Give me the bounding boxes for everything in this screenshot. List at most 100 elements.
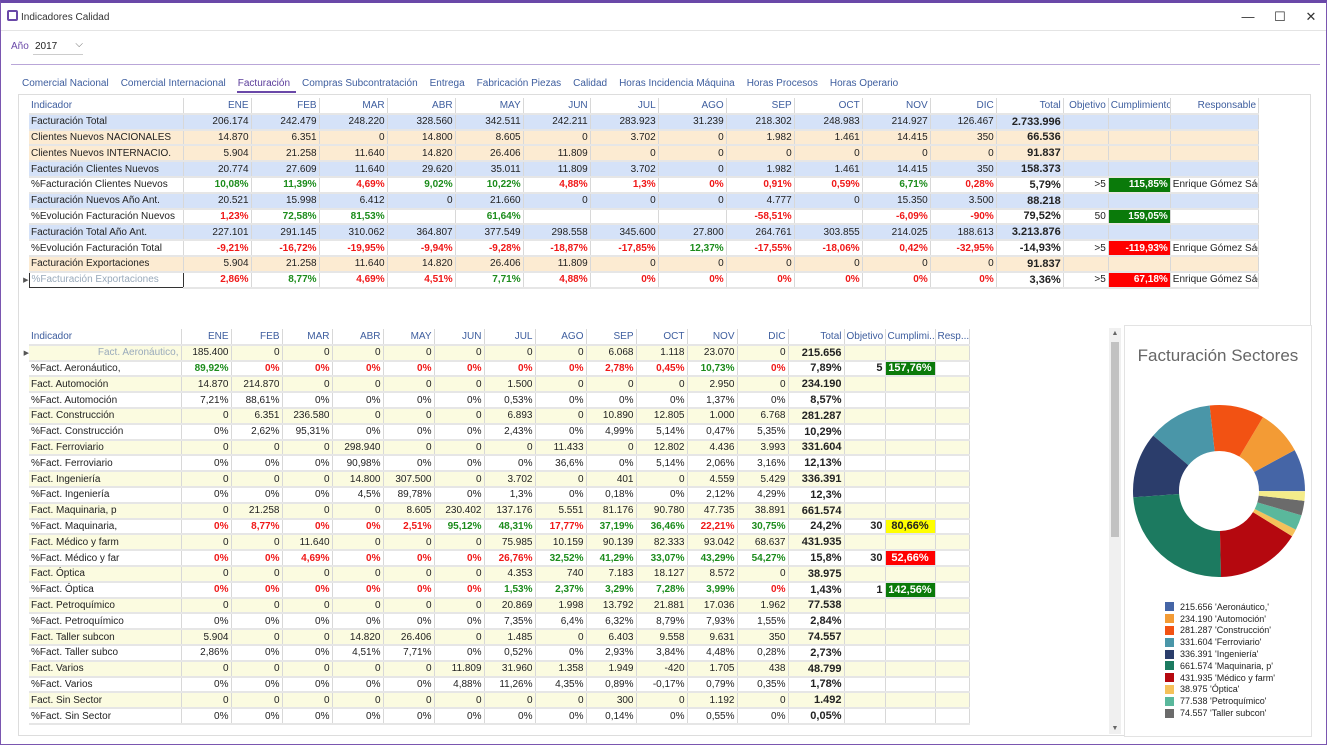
donut-slice[interactable] [1219,512,1293,577]
row-selector[interactable] [21,455,29,472]
indicator-cell[interactable]: Fact. Maquinaria, p [29,502,182,520]
table-row[interactable]: Facturación Exportaciones 5.904 21.258 11.6… [21,255,1260,273]
column-header[interactable]: Objetivo [844,329,886,346]
donut-slice[interactable] [1254,450,1305,491]
donut-slice[interactable] [1254,502,1302,530]
row-selector[interactable] [21,407,29,424]
column-header[interactable]: Cumplimi... [885,329,936,346]
year-dropdown[interactable]: 2017 ⌵ [33,39,83,55]
row-selector[interactable] [21,565,29,582]
row-selector[interactable] [21,255,29,272]
table-row[interactable]: %Fact. Ingeniería 0% 0% 0% 4,5% 89,78% 0% 1,3% 0… [21,486,970,504]
indicator-cell[interactable]: %Fact. Ingeniería [29,486,182,504]
minimize-button[interactable]: — [1241,9,1255,24]
table-row[interactable]: Facturación Total 206.174 242.479 248.220 32… [21,113,1260,131]
indicator-cell[interactable]: %Fact. Médico y far [29,550,182,567]
table-row[interactable]: Facturación Clientes Nuevos 20.774 27.609 1… [21,161,1260,178]
column-header[interactable]: ENE [181,329,232,346]
table-row[interactable]: Facturación Nuevos Año Ant. 20.521 15.998 6… [21,192,1260,210]
scroll-down-icon[interactable]: ▼ [1111,725,1119,732]
row-selector[interactable] [21,240,29,256]
indicator-cell[interactable]: Fact. Taller subcon [29,629,182,646]
indicator-cell[interactable]: Facturación Clientes Nuevos [29,161,184,178]
indicator-cell[interactable]: Clientes Nuevos NACIONALES [29,129,184,147]
close-button[interactable]: ✕ [1305,9,1317,24]
column-header[interactable]: DIC [737,329,789,346]
column-header[interactable]: Resp... [935,329,970,346]
table-row[interactable]: %Fact. Ferroviario 0% 0% 0% 90,98% 0% 0% 0% 36,6… [21,455,970,473]
row-selector[interactable] [21,208,29,225]
row-selector[interactable] [21,145,29,162]
column-header[interactable]: SEP [586,329,637,346]
column-header[interactable]: NOV [862,98,931,115]
indicator-cell[interactable]: Fact. Petroquímico [29,597,182,615]
tab-entrega[interactable]: Entrega [429,78,465,89]
column-header[interactable]: Objetivo [1063,98,1109,115]
indicator-cell[interactable]: %Fact. Aeronáutico, [29,360,182,378]
column-header[interactable]: NOV [687,329,738,346]
indicator-cell[interactable]: %Evolución Facturación Nuevos [29,208,184,226]
column-header[interactable]: Total [996,98,1064,115]
indicator-cell[interactable]: %Fact. Automoción [29,392,182,409]
donut-slice[interactable] [1133,493,1222,577]
indicator-cell[interactable]: %Facturación Exportaciones [28,271,184,289]
table-row[interactable]: %Fact. Sin Sector 0% 0% 0% 0% 0% 0% 0% 0% 0,14% 0%… [21,708,970,725]
table-row[interactable]: Fact. Ingeniería 0 0 0 14.800 307.500 0 3.702 0 4… [21,471,970,488]
column-header[interactable]: MAY [383,329,435,346]
table-row[interactable]: Fact. Construcción 0 6.351 236.580 0 0 0 6.893 0… [21,407,970,425]
indicator-cell[interactable]: %Fact. Maquinaria, [29,518,182,536]
column-header[interactable]: ABR [332,329,384,346]
indicator-cell[interactable]: %Fact. Petroquímico [29,613,182,631]
tab-horas-procesos[interactable]: Horas Procesos [746,78,818,89]
table-row[interactable]: %Fact. Óptica 0% 0% 0% 0% 0% 0% 1,53% 2,37% 3,29%… [21,581,970,599]
table-row[interactable]: Fact. Médico y farm 0 0 11.640 0 0 0 75.985 10.1… [21,534,970,552]
table-row[interactable]: %Fact. Construcción 0% 2,62% 95,31% 0% 0% 0% 2,… [21,423,970,441]
row-selector[interactable] [21,550,29,566]
tab-comercial-internacional[interactable]: Comercial Internacional [120,78,226,89]
donut-slice[interactable] [1253,508,1296,537]
row-selector[interactable] [21,360,29,377]
indicator-cell[interactable]: Facturación Total Año Ant. [29,224,184,242]
row-selector[interactable] [21,129,29,146]
tab-facturaci-n[interactable]: Facturación [236,77,297,93]
column-header[interactable]: OCT [636,329,688,346]
column-header[interactable]: Responsable [1170,98,1260,115]
table-row[interactable]: Clientes Nuevos INTERNACIO. 5.904 21.258 11… [21,145,1260,163]
vertical-scrollbar[interactable]: ▲ ▼ [1109,328,1121,734]
column-header[interactable]: OCT [794,98,863,115]
column-header[interactable]: FEB [251,98,320,115]
column-header[interactable]: MAR [319,98,388,115]
row-selector[interactable] [21,518,29,535]
table-row[interactable]: ▶ Fact. Aeronáutico, 185.400 0 0 0 0 0 0 0 6.068 1.… [21,344,970,362]
column-header[interactable]: ENE [183,98,252,115]
table-row[interactable]: Clientes Nuevos NACIONALES 14.870 6.351 0 14… [21,129,1260,147]
indicator-cell[interactable]: Fact. Sin Sector [29,692,182,710]
indicator-cell[interactable]: Fact. Médico y farm [29,534,182,552]
row-selector[interactable] [21,161,29,177]
table-row[interactable]: %Evolución Facturación Total -9,21% -16,72… [21,240,1260,257]
column-header[interactable]: Indicador [29,98,184,115]
column-header[interactable]: AGO [535,329,587,346]
tab-comercial-nacional[interactable]: Comercial Nacional [22,78,109,89]
table-row[interactable]: Fact. Ferroviario 0 0 0 298.940 0 0 0 11.433 0 12.… [21,439,970,457]
indicator-cell[interactable]: %Fact. Óptica [29,581,182,599]
indicator-cell[interactable]: Facturación Exportaciones [29,255,184,273]
donut-slice[interactable] [1153,405,1215,466]
indicator-cell[interactable]: %Fact. Varios [29,676,182,694]
indicator-cell[interactable]: Fact. Automoción [29,376,182,394]
tab-fabricaci-n-piezas[interactable]: Fabricación Piezas [476,78,562,89]
row-selector[interactable] [21,613,29,630]
row-selector[interactable] [21,692,29,709]
indicator-cell[interactable]: Facturación Total [29,113,184,131]
column-header[interactable]: ABR [387,98,456,115]
row-selector[interactable] [21,597,29,614]
column-header[interactable]: Total [788,329,845,346]
table-row[interactable]: Fact. Taller subcon 5.904 0 0 14.820 26.406 0 1… [21,629,970,646]
column-header[interactable]: Indicador [29,329,182,346]
tab-horas-operario[interactable]: Horas Operario [829,78,899,89]
row-selector[interactable] [21,708,29,724]
donut-slice[interactable] [1239,417,1295,472]
table-row[interactable]: %Evolución Facturación Nuevos 1,23% 72,58%… [21,208,1260,226]
scroll-up-icon[interactable]: ▲ [1111,330,1119,337]
donut-slice[interactable] [1257,495,1305,516]
